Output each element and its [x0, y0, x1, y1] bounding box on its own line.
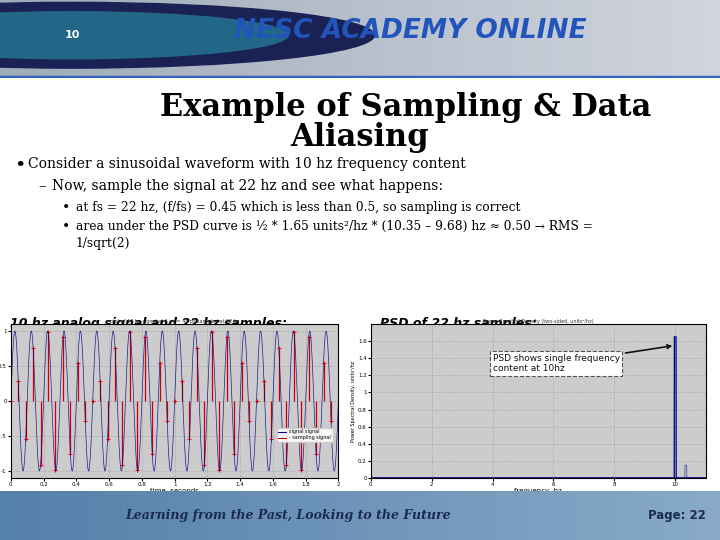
- Text: at fs = 22 hz, (f/fs) = 0.45 which is less than 0.5, so sampling is correct: at fs = 22 hz, (f/fs) = 0.45 which is le…: [76, 201, 521, 214]
- Text: –: –: [38, 179, 45, 193]
- X-axis label: frequency, hz: frequency, hz: [514, 489, 562, 495]
- Text: 1/sqrt(2): 1/sqrt(2): [76, 237, 130, 250]
- Text: Learning from the Past, Looking to the Future: Learning from the Past, Looking to the F…: [125, 509, 451, 522]
- Text: •: •: [14, 157, 25, 175]
- Text: 10: 10: [64, 30, 80, 40]
- Title: plot of 10 hz signal at 1 ps = 44 ps sampled at 22 hz: plot of 10 hz signal at 1 ps = 44 ps sam…: [110, 319, 239, 323]
- Text: •: •: [62, 201, 71, 215]
- Text: 10 hz analog signal and 22 hz samples:: 10 hz analog signal and 22 hz samples:: [10, 317, 287, 330]
- Text: •: •: [62, 220, 71, 234]
- Text: area under the PSD curve is ½ * 1.65 units²/hz * (10.35 – 9.68) hz ≈ 0.50 → RMS : area under the PSD curve is ½ * 1.65 uni…: [76, 220, 593, 233]
- Text: NESC ACADEMY ONLINE: NESC ACADEMY ONLINE: [234, 18, 587, 44]
- Text: PSD of 22 hz samples:: PSD of 22 hz samples:: [380, 317, 537, 330]
- Text: Page: 22: Page: 22: [648, 509, 706, 522]
- Legend: signal signal, - sampling signal: signal signal, - sampling signal: [277, 428, 333, 442]
- X-axis label: time, seconds: time, seconds: [150, 489, 199, 495]
- Text: Now, sample the signal at 22 hz and see what happens:: Now, sample the signal at 22 hz and see …: [52, 179, 443, 193]
- Text: Example of Sampling & Data: Example of Sampling & Data: [160, 92, 652, 123]
- Text: Aliasing: Aliasing: [291, 122, 429, 153]
- Circle shape: [0, 12, 288, 59]
- Title: Power Spectral Density (two-sided, units²/hz): Power Spectral Density (two-sided, units…: [483, 319, 593, 323]
- Text: PSD shows single frequency
content at 10hz: PSD shows single frequency content at 10…: [492, 345, 670, 373]
- Y-axis label: Power Spectral Density, units²/hz: Power Spectral Density, units²/hz: [351, 360, 356, 442]
- Circle shape: [0, 2, 374, 68]
- Text: Consider a sinusoidal waveform with 10 hz frequency content: Consider a sinusoidal waveform with 10 h…: [28, 157, 466, 171]
